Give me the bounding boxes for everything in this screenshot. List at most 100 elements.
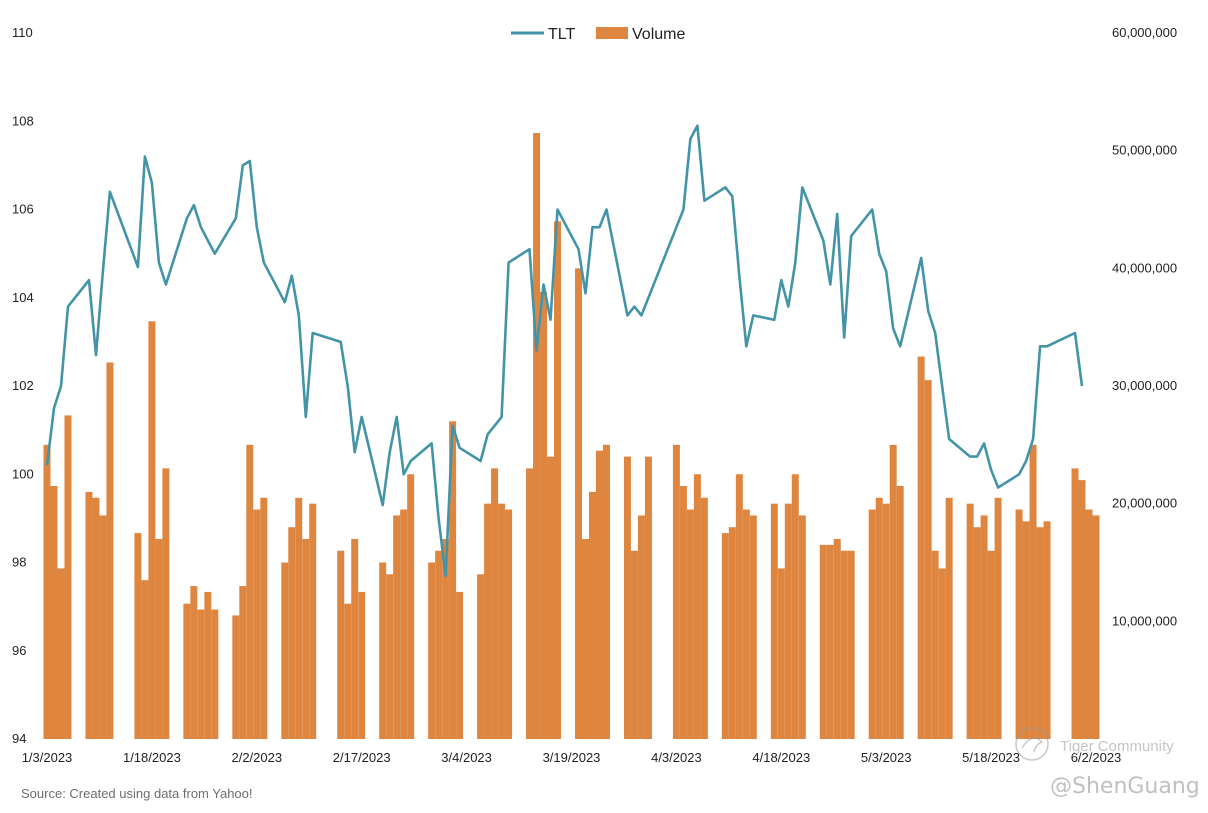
volume-bar <box>456 591 464 739</box>
volume-bar <box>484 503 492 739</box>
volume-bar <box>630 550 638 739</box>
volume-bar <box>791 474 799 739</box>
volume-bar <box>882 503 890 739</box>
volume-bar <box>742 509 750 739</box>
x-axis-tick: 2/17/2023 <box>333 750 391 765</box>
volume-bar <box>449 421 457 739</box>
volume-bar <box>819 544 827 739</box>
legend-tlt-label: TLT <box>548 26 575 43</box>
volume-bar <box>602 444 610 739</box>
volume-bar <box>288 527 296 739</box>
volume-bar <box>1036 527 1044 739</box>
volume-bar <box>43 444 51 739</box>
tiger-logo-icon <box>1015 727 1049 761</box>
volume-bar <box>686 509 694 739</box>
volume-bar <box>840 550 848 739</box>
left-axis: 94 96 98 100 102 104 106 108 110 <box>12 25 34 746</box>
left-axis-tick: 106 <box>12 202 34 217</box>
volume-bar <box>1078 480 1086 739</box>
left-axis-tick: 104 <box>12 290 34 305</box>
volume-bar <box>281 562 289 739</box>
volume-bar <box>721 533 729 739</box>
volume-bar <box>700 497 708 739</box>
volume-bar <box>386 574 394 739</box>
volume-bar <box>400 509 408 739</box>
volume-bar <box>141 580 149 739</box>
right-axis-tick: 30,000,000 <box>1112 378 1177 393</box>
volume-bar <box>679 486 687 739</box>
volume-bar <box>637 515 645 739</box>
volume-bar <box>728 527 736 739</box>
volume-bar <box>623 456 631 739</box>
right-axis-tick: 10,000,000 <box>1112 613 1177 628</box>
volume-bar <box>295 497 303 739</box>
volume-bar <box>868 509 876 739</box>
tlt-line-group <box>45 124 1084 578</box>
volume-bar <box>540 291 548 739</box>
left-axis-tick: 100 <box>12 466 34 481</box>
legend: TLT Volume <box>511 26 685 43</box>
x-axis-tick: 3/19/2023 <box>543 750 601 765</box>
source-note: Source: Created using data from Yahoo! <box>21 786 253 801</box>
volume-bar <box>588 491 596 739</box>
volume-bar <box>798 515 806 739</box>
volume-bar <box>1085 509 1093 739</box>
watermark-brand: Tiger Community <box>1060 738 1174 755</box>
volume-bar <box>428 562 436 739</box>
volume-bar <box>393 515 401 739</box>
volume-bar <box>581 538 589 739</box>
volume-bar <box>260 497 268 739</box>
volume-bar <box>533 133 541 739</box>
volume-bar <box>211 609 219 739</box>
volume-bar <box>358 591 366 739</box>
volume-bar <box>50 486 58 739</box>
volume-bar <box>57 568 65 739</box>
volume-bar <box>693 474 701 739</box>
volume-bar <box>994 497 1002 739</box>
watermark-name: @ShenGuang <box>1050 774 1200 799</box>
volume-bar <box>106 362 114 739</box>
volume-bar <box>85 491 93 739</box>
volume-bar <box>554 221 562 739</box>
x-axis-tick: 1/3/2023 <box>22 750 73 765</box>
volume-bar <box>337 550 345 739</box>
volume-bar <box>931 550 939 739</box>
volume-bar <box>309 503 317 739</box>
volume-bar <box>1022 521 1030 739</box>
x-axis-tick: 6/2/2023 <box>1071 750 1122 765</box>
right-axis-tick: 40,000,000 <box>1112 260 1177 275</box>
left-axis-tick: 94 <box>12 731 26 746</box>
volume-bar <box>777 568 785 739</box>
left-axis-tick: 110 <box>12 25 33 40</box>
volume-bar <box>980 515 988 739</box>
volume-bar <box>938 568 946 739</box>
volume-bar <box>232 615 240 739</box>
left-axis-tick: 98 <box>12 555 26 570</box>
volume-bar <box>896 486 904 739</box>
volume-bar <box>442 538 450 739</box>
volume-bar <box>351 538 359 739</box>
volume-bar <box>1043 521 1051 739</box>
volume-bar <box>477 574 485 739</box>
volume-bar <box>847 550 855 739</box>
volume-bar <box>917 356 925 739</box>
volume-bar <box>64 415 72 739</box>
volume-bar <box>183 603 191 739</box>
left-axis-tick: 96 <box>12 643 26 658</box>
volume-bar <box>595 450 603 739</box>
volume-bar <box>924 380 932 739</box>
volume-bar <box>1092 515 1100 739</box>
volume-bar <box>491 468 499 739</box>
volume-bar <box>435 550 443 739</box>
x-axis-tick: 4/18/2023 <box>752 750 810 765</box>
volume-bar <box>945 497 953 739</box>
volume-bar <box>547 456 555 739</box>
volume-bar <box>973 527 981 739</box>
volume-bar <box>99 515 107 739</box>
volume-bar <box>644 456 652 739</box>
volume-bar <box>190 586 198 739</box>
volume-bar <box>498 503 506 739</box>
volume-bar <box>197 609 205 739</box>
volume-bar <box>92 497 100 739</box>
